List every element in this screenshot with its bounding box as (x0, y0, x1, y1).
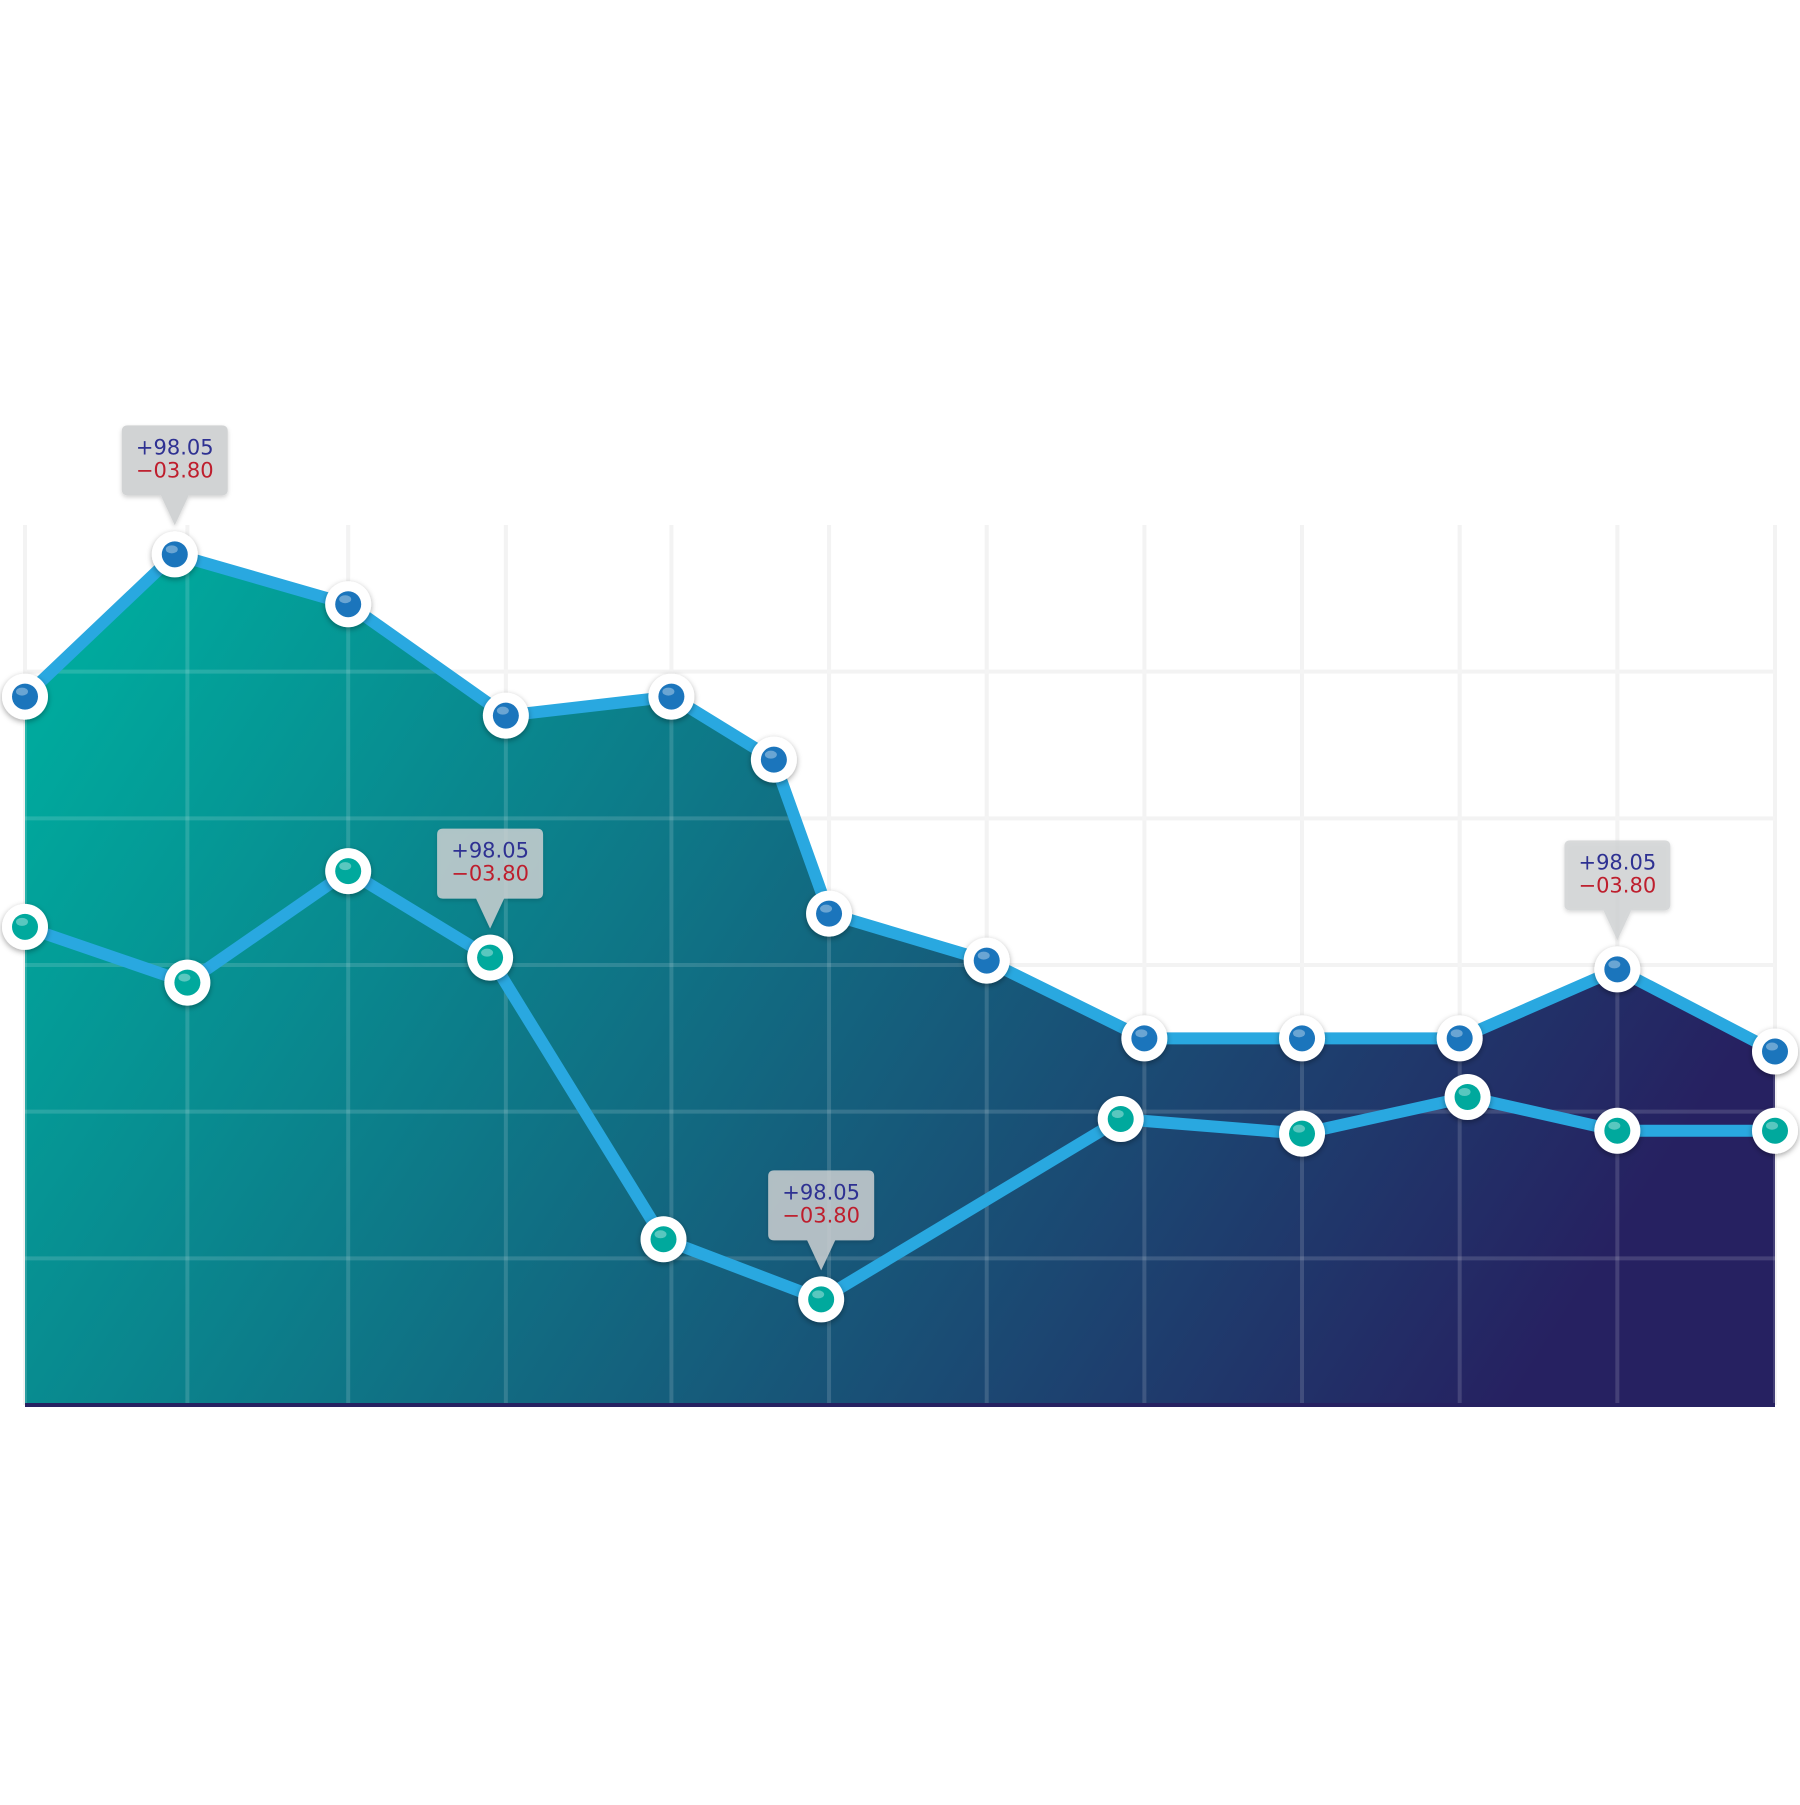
tooltip-2: +98.05−03.80 (768, 1170, 875, 1271)
tooltip-value-down: −03.80 (451, 862, 529, 886)
point-core (174, 969, 201, 996)
point-core (1107, 1106, 1134, 1132)
tooltip-value-up: +98.05 (782, 1180, 860, 1204)
point-highlight (1135, 1029, 1148, 1038)
data-point-s1-p10 (1752, 1107, 1798, 1154)
point-core (1289, 1120, 1316, 1147)
data-point-s1-p2 (325, 848, 372, 895)
data-point-s1-p4 (640, 1216, 687, 1263)
point-highlight (1293, 1124, 1306, 1133)
point-core (12, 913, 38, 940)
tooltips: +98.05−03.80+98.05−03.80+98.05−03.80+98.… (121, 425, 1671, 1271)
point-highlight (1608, 960, 1621, 969)
tooltip-value-down: −03.80 (782, 1203, 860, 1227)
point-highlight (1450, 1029, 1463, 1038)
point-highlight (496, 706, 509, 715)
point-core (1762, 1038, 1788, 1065)
point-highlight (339, 595, 352, 604)
tooltip-value-up: +98.05 (1578, 850, 1656, 874)
tooltip-value-down: −03.80 (136, 458, 214, 482)
point-core (335, 858, 362, 885)
data-point-s0-p1 (151, 531, 198, 578)
point-highlight (1111, 1110, 1124, 1118)
point-highlight (812, 1290, 825, 1299)
point-core (1762, 1117, 1788, 1144)
data-point-s0-p8 (1121, 1015, 1168, 1062)
point-highlight (339, 862, 352, 871)
point-highlight (1608, 1121, 1621, 1130)
data-point-s0-p7 (963, 937, 1010, 984)
point-highlight (481, 948, 494, 957)
data-point-s0-p5 (750, 736, 797, 783)
point-core (760, 746, 787, 773)
point-highlight (764, 750, 777, 759)
data-point-s0-p11 (1594, 946, 1641, 993)
point-highlight (1766, 1042, 1778, 1051)
point-core (1454, 1084, 1481, 1110)
data-point-s0-p3 (482, 692, 529, 739)
data-point-s1-p7 (1279, 1110, 1326, 1157)
point-core (335, 591, 362, 618)
point-core (973, 947, 1000, 974)
point-core (1131, 1025, 1158, 1052)
tooltip-value-up: +98.05 (451, 839, 529, 863)
data-point-s1-p8 (1444, 1074, 1491, 1120)
point-highlight (16, 917, 28, 926)
point-core (1446, 1025, 1473, 1052)
point-core (1289, 1025, 1316, 1052)
data-point-s1-p5 (798, 1276, 845, 1323)
data-point-s0-p12 (1752, 1028, 1798, 1075)
data-point-s0-p6 (806, 890, 853, 937)
point-highlight (820, 904, 833, 913)
data-point-s0-p2 (325, 581, 372, 628)
point-highlight (977, 951, 990, 960)
data-point-s1-p6 (1097, 1096, 1144, 1142)
point-highlight (16, 687, 28, 696)
tooltip-3: +98.05−03.80 (1564, 840, 1671, 941)
point-core (1604, 956, 1631, 983)
area-fill (25, 554, 1775, 1405)
data-point-s0-p9 (1279, 1015, 1326, 1062)
tooltip-box (1564, 840, 1671, 941)
point-core (492, 702, 519, 729)
tooltip-value-down: −03.80 (1578, 873, 1656, 897)
point-core (658, 683, 685, 710)
data-point-s0-p0 (2, 673, 48, 720)
tooltip-value-up: +98.05 (136, 435, 214, 459)
point-core (650, 1226, 677, 1253)
tooltip-box (121, 425, 228, 526)
tooltip-0: +98.05−03.80 (121, 425, 228, 526)
point-highlight (1293, 1029, 1306, 1038)
point-highlight (178, 973, 191, 982)
tooltip-1: +98.05−03.80 (437, 828, 544, 929)
point-core (12, 683, 38, 710)
point-core (161, 541, 188, 568)
data-point-s1-p1 (164, 959, 211, 1006)
data-point-s0-p4 (648, 673, 695, 720)
series-markers (2, 531, 1798, 1323)
point-highlight (165, 545, 178, 554)
point-core (1604, 1117, 1631, 1144)
point-core (808, 1286, 835, 1313)
tooltip-box (437, 828, 544, 929)
tooltip-box (768, 1170, 875, 1271)
data-point-s1-p9 (1594, 1107, 1641, 1154)
data-point-s1-p3 (467, 934, 514, 981)
data-point-s0-p10 (1436, 1015, 1483, 1062)
point-highlight (1458, 1088, 1471, 1096)
data-point-s1-p0 (2, 903, 48, 950)
point-core (816, 900, 843, 927)
point-highlight (654, 1230, 667, 1239)
point-core (477, 944, 504, 971)
point-highlight (1766, 1121, 1778, 1130)
point-highlight (662, 687, 675, 696)
